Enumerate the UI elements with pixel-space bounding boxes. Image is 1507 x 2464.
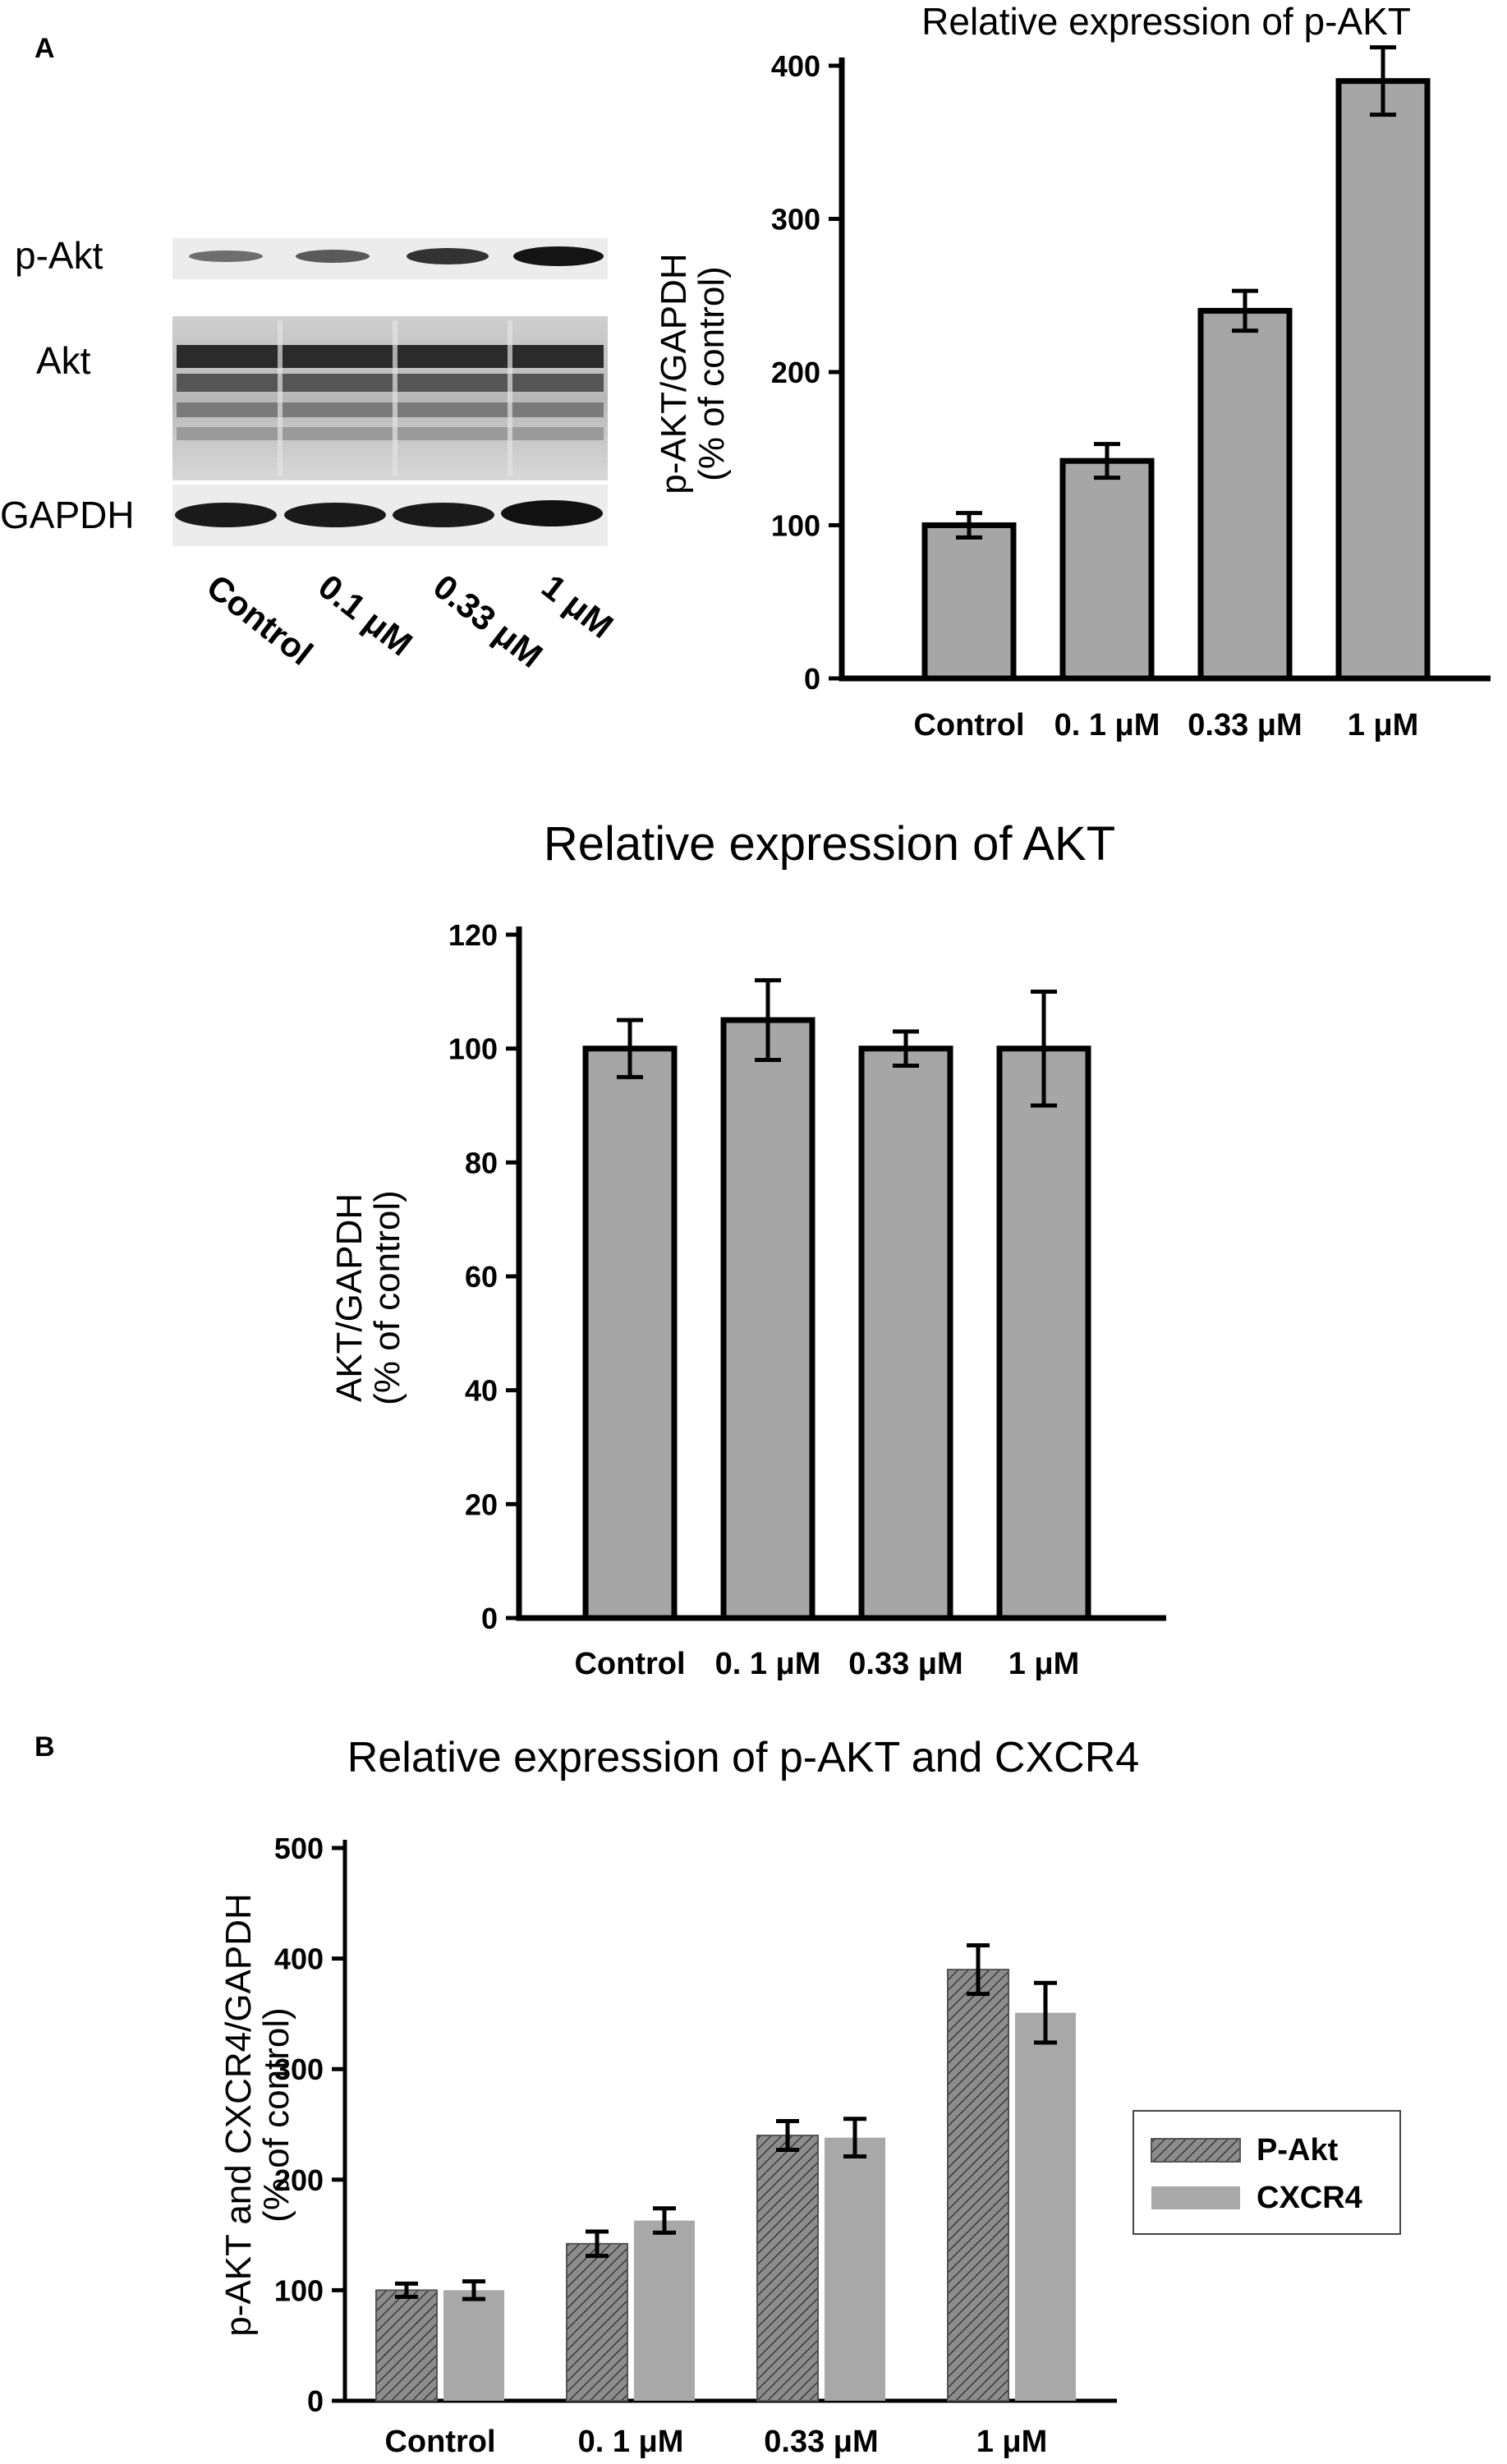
bar-value [582, 1046, 678, 1621]
y-axis-label: AKT/GAPDH(% of control) [329, 1190, 407, 1405]
y-tick-label: 80 [465, 1146, 498, 1179]
bar-cxcr4 [443, 2290, 504, 2401]
chart-title: Relative expression of p-AKT and CXCR4 [347, 1734, 1139, 1781]
bar-p-akt [566, 2242, 628, 2402]
blot-row-label-gapdh: GAPDH [0, 494, 135, 536]
y-tick-label: 60 [465, 1260, 498, 1294]
x-tick-label: Control [574, 1647, 685, 1681]
y-tick-label: 0 [481, 1602, 498, 1635]
y-axis-label-line2: (% of control) [256, 2007, 296, 2223]
blot-band [177, 345, 604, 368]
chart-title: Relative expression of p-AKT [921, 0, 1411, 43]
bar-value [858, 1046, 953, 1621]
bar-value [720, 1017, 816, 1621]
blot-band [175, 503, 277, 527]
x-tick-label: 0.33 μM [848, 1647, 963, 1681]
x-tick-label: 1 μM [976, 2425, 1048, 2459]
blot-band [189, 251, 263, 262]
bar-cxcr4 [634, 2220, 695, 2401]
panel-letter-b: B [34, 1731, 55, 1763]
bar-cxcr4 [825, 2137, 885, 2401]
blot-band [177, 374, 604, 392]
blot-row-label-akt: Akt [36, 339, 91, 382]
western-blot-image [172, 238, 608, 546]
y-tick-label: 100 [771, 509, 820, 543]
y-tick-label: 200 [771, 356, 820, 389]
y-tick-label: 500 [274, 1832, 324, 1865]
y-tick-label: 0 [307, 2384, 324, 2418]
y-axis-label: p-AKT/GAPDH(% of control) [654, 253, 732, 494]
legend-label: P-Akt [1257, 2133, 1339, 2167]
y-tick-label: 200 [274, 2163, 324, 2197]
blot-band [296, 250, 370, 263]
y-tick-label: 0 [804, 662, 820, 696]
blot-band [393, 503, 494, 527]
bar-value [1197, 307, 1293, 682]
blot-row-label-pakt: p-Akt [15, 234, 103, 277]
x-tick-label: 1 μM [1348, 708, 1419, 742]
legend-swatch [1151, 2186, 1240, 2209]
bar-p-akt [756, 2134, 819, 2402]
y-tick-label: 20 [465, 1487, 498, 1521]
x-tick-label: 0. 1 μM [715, 1647, 821, 1681]
blot-band [407, 248, 489, 264]
x-tick-label: 0.33 μM [1188, 708, 1302, 742]
legend-swatch [1151, 2138, 1241, 2163]
y-tick-label: 400 [274, 1942, 324, 1976]
y-axis-label-line1: AKT/GAPDH [329, 1193, 370, 1402]
bar-value [1335, 78, 1431, 682]
y-tick-label: 300 [771, 203, 820, 237]
bar-cxcr4 [1015, 2012, 1076, 2401]
x-tick-label: Control [384, 2425, 495, 2459]
x-tick-label: 0. 1 μM [578, 2425, 684, 2459]
x-tick-label: Control [913, 708, 1024, 742]
bar-value [921, 522, 1017, 682]
blot-band [177, 402, 604, 417]
blot-band [177, 427, 604, 440]
y-tick-label: 40 [465, 1374, 498, 1408]
y-axis-label-line1: p-AKT/GAPDH [654, 253, 694, 494]
x-tick-label: 0.33 μM [764, 2425, 878, 2459]
legend-label: CXCR4 [1257, 2181, 1362, 2215]
y-tick-label: 120 [448, 918, 498, 952]
y-axis-label-line2: (% of control) [691, 266, 732, 481]
panel-letter-a: A [34, 33, 55, 64]
blot-band [501, 500, 603, 526]
blot-band [284, 503, 386, 527]
y-tick-label: 100 [274, 2273, 324, 2307]
y-axis-label: p-AKT and CXCR4/GAPDH(% of control) [218, 1893, 296, 2337]
y-tick-label: 300 [274, 2053, 324, 2086]
blot-strip-akt [172, 316, 608, 480]
legend-box [1133, 2110, 1401, 2235]
bar-p-akt [947, 1969, 1009, 2402]
y-axis-label-line1: p-AKT and CXCR4/GAPDH [218, 1893, 259, 2337]
bar-value [1059, 457, 1155, 682]
y-tick-label: 400 [771, 49, 820, 83]
bar-value [996, 1046, 1091, 1621]
blot-band [513, 246, 604, 266]
y-axis-label-line2: (% of control) [367, 1190, 407, 1405]
x-tick-label: 0. 1 μM [1054, 708, 1160, 742]
bar-p-akt [375, 2289, 438, 2402]
y-tick-label: 100 [448, 1032, 498, 1066]
x-tick-label: 1 μM [1008, 1647, 1080, 1681]
chart-title: Relative expression of AKT [544, 817, 1115, 871]
